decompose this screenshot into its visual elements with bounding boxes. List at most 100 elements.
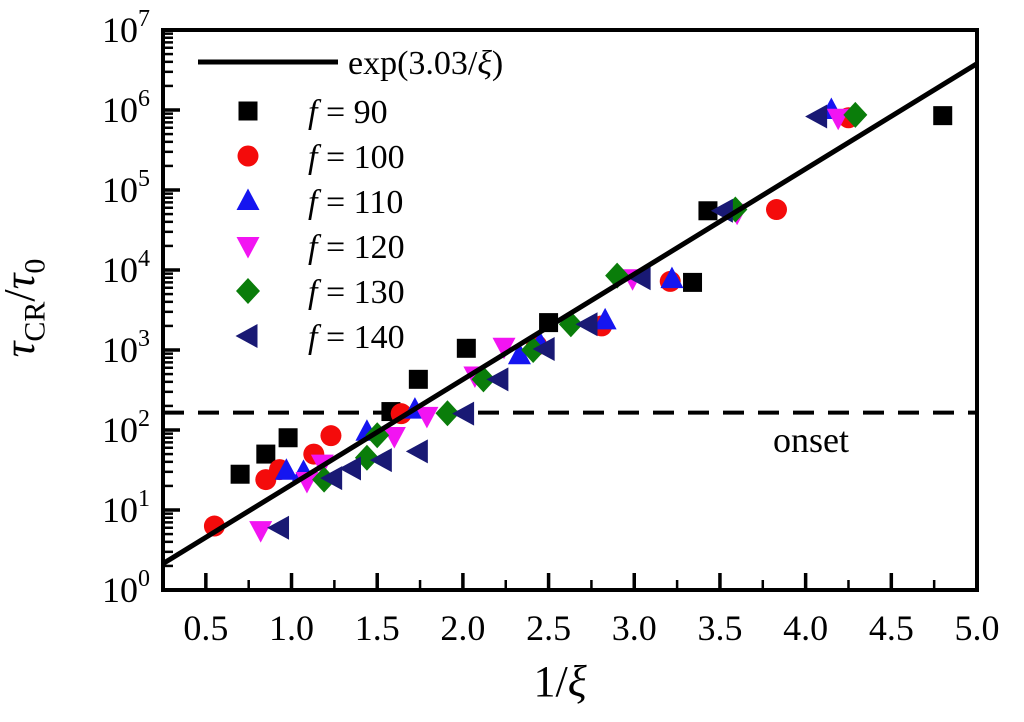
data-point-circle [765,199,787,221]
legend-label: exp(3.03/ξ) [348,45,503,82]
y-tick-label: 106 [102,86,150,130]
y-tick-label: 102 [102,406,150,450]
data-point-square [278,428,298,448]
y-axis-title-part: / [0,289,44,302]
y-tick-label: 105 [102,166,150,210]
y-tick-label-part: 10 [102,170,138,210]
legend-label-part: ξ [477,45,492,82]
y-axis-title-part: τ [0,271,44,289]
legend-label: f = 90 [308,94,388,131]
x-axis-title: 1/ξ [533,657,586,706]
data-point-triangle-left [575,312,598,337]
x-axis-title-part: ξ [568,657,587,706]
legend-item: exp(3.03/ξ) [198,45,503,82]
x-tick-label: 2.5 [526,608,571,648]
y-tick-label-part: 10 [102,330,138,370]
legend-label-part: = 100 [317,139,404,176]
y-axis-title-part: τ [0,339,44,357]
legend-symbol-circle [237,145,259,167]
y-tick-label-part: 3 [138,326,150,352]
y-tick-label-part: 6 [138,86,150,112]
legend-label: f = 140 [308,319,405,356]
data-point-square [256,444,276,464]
data-point-diamond [435,400,460,427]
x-tick-label: 3.0 [612,608,657,648]
data-point-triangle-left [267,515,290,540]
legend-symbol-triangle-down [236,237,260,259]
x-tick-label: 4.0 [783,608,828,648]
data-point-square [698,201,718,221]
data-point-triangle-left [320,466,343,491]
x-tick-label: 5.0 [955,608,1000,648]
data-point-triangle-left [805,104,828,129]
x-tick-label: 0.5 [183,608,228,648]
y-tick-label-part: 10 [102,250,138,290]
y-tick-label-part: 2 [138,406,150,432]
y-tick-label-part: 7 [138,6,150,32]
data-point-square [408,369,428,389]
legend-symbol-square [238,101,258,121]
y-axis-title: τCR/τ0 [0,259,52,358]
legend-label: f = 100 [308,139,405,176]
x-tick-label: 3.5 [697,608,742,648]
y-tick-label: 101 [102,486,150,530]
y-tick-label: 100 [102,566,150,610]
y-tick-label-part: 10 [102,490,138,530]
legend-item: f = 140 [235,319,405,356]
y-tick-label: 103 [102,326,150,370]
legend-symbol-triangle-up [236,188,260,210]
data-point-triangle-left [452,401,475,426]
legend-label: f = 130 [308,274,405,311]
data-point-triangle-up [274,458,298,480]
data-point-square [456,338,476,358]
y-tick-label-part: 5 [138,166,150,192]
series-f-140 [267,104,828,540]
legend-label-part: = 90 [317,94,387,131]
fit-line [161,61,979,566]
legend-label-part: = 130 [317,274,404,311]
data-point-triangle-down [249,521,273,543]
data-point-triangle-down [382,427,406,449]
data-series [203,97,953,543]
legend-item: f = 130 [236,274,405,311]
y-tick-label-part: 1 [138,486,150,512]
data-point-square [683,272,703,292]
legend-symbol-triangle-left [235,324,258,348]
legend-item: f = 110 [236,184,403,221]
legend-label-part: = 110 [317,184,403,221]
x-tick-label: 1.0 [269,608,314,648]
y-tick-label: 104 [102,246,150,290]
data-point-triangle-left [486,367,509,392]
data-point-triangle-down [492,337,516,360]
data-point-triangle-left [628,266,651,291]
data-point-diamond [843,101,868,128]
legend-label-part: = 120 [317,229,404,266]
series-f-90 [230,106,953,484]
y-axis-title-part: 0 [19,259,52,274]
data-point-triangle-up [660,266,684,289]
data-point-triangle-up [593,307,617,330]
y-tick-label-part: 10 [102,90,138,130]
x-axis-title-part: 1/ [533,657,568,706]
y-tick-label-part: 0 [138,566,150,592]
legend: exp(3.03/ξ) f = 90 f = 100 f = 110 f = 120 f … [198,45,503,356]
x-tick-label: 1.5 [355,608,400,648]
x-tick-label: 2.0 [440,608,485,648]
y-tick-label-part: 10 [102,410,138,450]
data-point-circle [320,425,342,447]
legend-symbol-diamond [236,278,260,304]
x-axis: 0.5 1.0 1.5 2.0 2.5 3.0 3.5 4.0 4.5 5.0 [183,573,1000,648]
data-point-triangle-left [532,336,555,361]
y-axis-title-part: CR [19,302,52,342]
data-point-triangle-left [339,456,362,481]
data-point-triangle-down [415,406,439,429]
data-point-triangle-down [826,108,850,131]
legend-label-part: = 140 [317,319,404,356]
legend-label-part: ) [492,45,503,82]
data-point-square [230,464,250,484]
legend-label-part: exp(3.03/ [348,45,478,82]
